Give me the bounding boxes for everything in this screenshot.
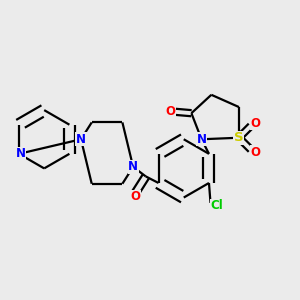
Text: N: N bbox=[128, 160, 138, 173]
Text: O: O bbox=[250, 146, 260, 159]
Text: O: O bbox=[165, 105, 175, 118]
Text: S: S bbox=[234, 131, 244, 144]
Text: O: O bbox=[250, 117, 260, 130]
Text: O: O bbox=[130, 190, 140, 203]
Text: Cl: Cl bbox=[210, 200, 223, 212]
Text: N: N bbox=[16, 147, 26, 160]
Text: N: N bbox=[196, 133, 206, 146]
Text: N: N bbox=[76, 133, 86, 146]
